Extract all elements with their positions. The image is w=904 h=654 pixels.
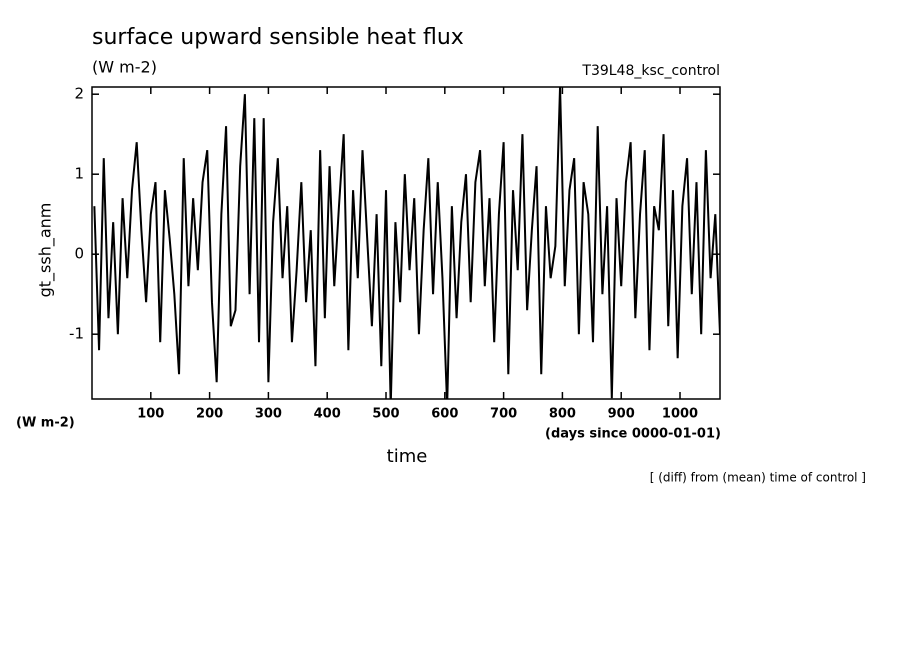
x-tick-label: 700 <box>490 407 517 422</box>
note: [ (diff) from (mean) time of control ] <box>650 471 866 485</box>
y-tick-label: 0 <box>74 245 84 263</box>
y-tick-label: 1 <box>74 165 84 183</box>
chart-title: surface upward sensible heat flux <box>92 25 464 50</box>
x-units: (days since 0000-01-01) <box>545 427 721 442</box>
x-tick-label: 400 <box>314 407 341 422</box>
x-tick-label: 900 <box>608 407 635 422</box>
y-tick-label: 2 <box>74 85 84 103</box>
y-axis-label: gt_ssh_anm <box>36 203 56 298</box>
x-tick-label: 500 <box>372 407 399 422</box>
x-axis-label: time <box>387 446 428 467</box>
run-label: T39L48_ksc_control <box>581 63 720 79</box>
x-tick-label: 100 <box>137 407 164 422</box>
x-tick-label: 800 <box>549 407 576 422</box>
data-line <box>93 87 720 399</box>
x-tick-label: 300 <box>255 407 282 422</box>
units-left: (W m-2) <box>16 416 75 431</box>
plot-frame <box>91 86 721 400</box>
units-top: (W m-2) <box>92 58 157 77</box>
x-tick-label: 1000 <box>662 407 698 422</box>
y-tick-label: -1 <box>69 325 84 343</box>
x-tick-label: 200 <box>196 407 223 422</box>
x-tick-label: 600 <box>431 407 458 422</box>
